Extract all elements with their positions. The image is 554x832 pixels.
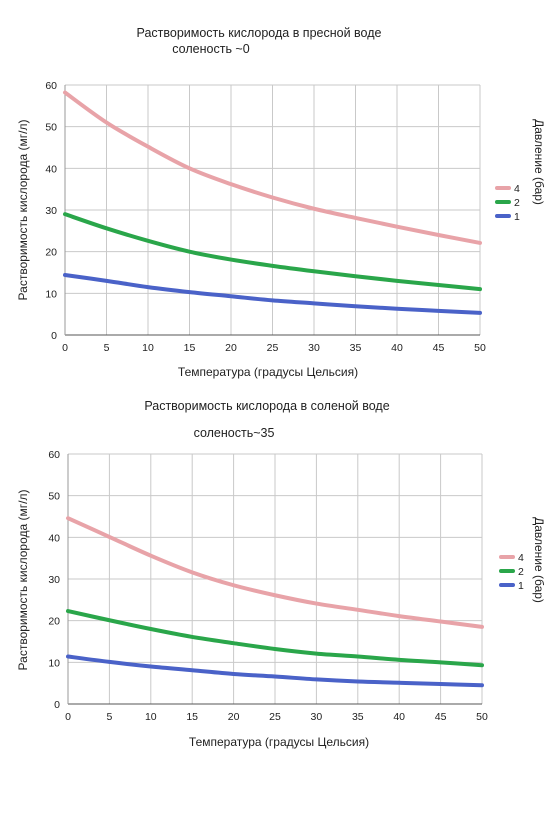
x-axis-label: Температура (градусы Цельсия)	[189, 735, 369, 749]
x-tick-label: 10	[142, 342, 154, 354]
x-tick-label: 40	[391, 342, 403, 354]
x-tick-label: 45	[435, 711, 447, 723]
legend-label-1: 1	[518, 580, 524, 592]
legend-label-2: 2	[514, 197, 520, 209]
y-tick-label: 20	[48, 616, 60, 628]
x-tick-label: 15	[186, 711, 198, 723]
freshwater-chart: Растворимость кислорода в пресной воде с…	[16, 26, 546, 379]
y-axis-label: Растворимость кислорода (мг/л)	[16, 490, 30, 671]
x-tick-label: 20	[225, 342, 237, 354]
x-tick-label: 15	[184, 342, 196, 354]
series-group	[63, 90, 482, 315]
series-group	[66, 516, 484, 688]
legend: 4 2 1	[495, 183, 520, 223]
legend-title: Давление (бар)	[532, 119, 546, 205]
x-tick-label: 35	[350, 342, 362, 354]
chart-title: Растворимость кислорода в соленой воде	[144, 399, 389, 413]
x-axis-label: Температура (градусы Цельсия)	[178, 365, 358, 379]
tick-labels: 0 5 10 15 20 25 30 35 40 45 50 0 10 20 30 40 50 60	[48, 449, 488, 723]
x-tick-label: 20	[228, 711, 240, 723]
x-tick-label: 25	[267, 342, 279, 354]
y-tick-label: 10	[48, 657, 60, 669]
x-tick-label: 30	[311, 711, 323, 723]
y-tick-label: 50	[45, 122, 57, 134]
y-tick-label: 50	[48, 491, 60, 503]
x-tick-label: 35	[352, 711, 364, 723]
y-tick-label: 30	[48, 574, 60, 586]
y-tick-label: 60	[45, 80, 57, 92]
y-axis-label: Растворимость кислорода (мг/л)	[16, 120, 30, 301]
legend-label-1: 1	[514, 211, 520, 223]
legend-title: Давление (бар)	[532, 517, 546, 603]
tick-labels: 0 5 10 15 20 25 30 35 40 45 50 0 10 20 30 40 50 60	[45, 80, 486, 354]
y-tick-label: 30	[45, 205, 57, 217]
grid	[64, 84, 481, 336]
y-tick-label: 40	[45, 163, 57, 175]
x-tick-label: 50	[476, 711, 488, 723]
legend-label-4: 4	[518, 552, 524, 564]
grid	[67, 453, 483, 705]
y-tick-label: 60	[48, 449, 60, 461]
chart-title: Растворимость кислорода в пресной воде	[137, 26, 382, 40]
saltwater-chart: Растворимость кислорода в соленой воде с…	[16, 399, 546, 749]
y-tick-label: 0	[51, 330, 57, 342]
x-tick-label: 25	[269, 711, 281, 723]
x-tick-label: 0	[65, 711, 71, 723]
x-tick-label: 30	[308, 342, 320, 354]
y-tick-label: 0	[54, 699, 60, 711]
chart-subtitle: соленость ~0	[172, 42, 249, 56]
y-tick-label: 10	[45, 288, 57, 300]
x-tick-label: 50	[474, 342, 486, 354]
x-tick-label: 0	[62, 342, 68, 354]
x-tick-label: 10	[145, 711, 157, 723]
x-tick-label: 40	[393, 711, 405, 723]
x-tick-label: 5	[104, 342, 110, 354]
x-tick-label: 5	[106, 711, 112, 723]
chart-subtitle: соленость~35	[194, 426, 275, 440]
y-tick-label: 20	[45, 247, 57, 259]
x-tick-label: 45	[433, 342, 445, 354]
legend-label-2: 2	[518, 566, 524, 578]
legend-label-4: 4	[514, 183, 520, 195]
legend: 4 2 1	[499, 552, 524, 592]
y-tick-label: 40	[48, 532, 60, 544]
